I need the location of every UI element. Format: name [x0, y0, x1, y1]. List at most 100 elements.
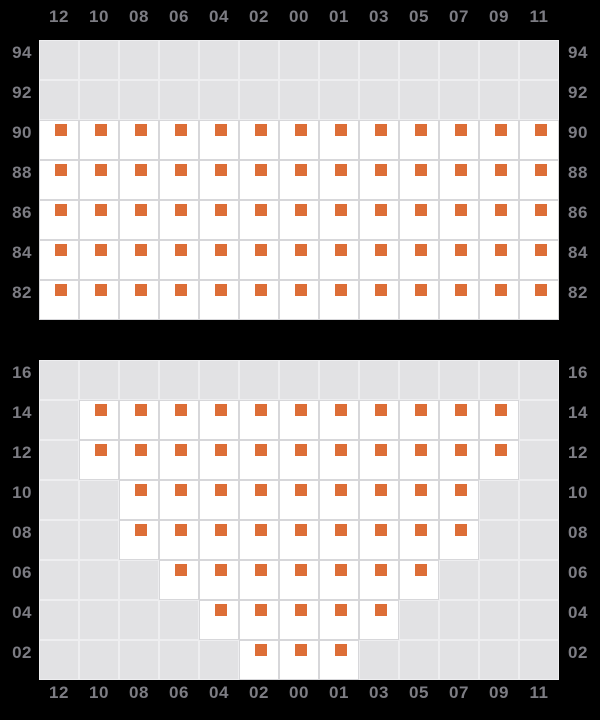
grid-cell-empty	[239, 80, 279, 120]
grid-cell-empty	[519, 560, 559, 600]
data-marker-square	[55, 164, 67, 176]
row-label: 14	[568, 403, 588, 422]
grid-cell-data	[79, 440, 119, 480]
grid-cell-empty	[119, 560, 159, 600]
data-marker-square	[535, 204, 547, 216]
grid-cell-data	[279, 160, 319, 200]
data-marker-square	[375, 284, 387, 296]
row-label: 82	[12, 283, 32, 302]
grid-cell-data	[399, 480, 439, 520]
grid-cell-data	[279, 280, 319, 320]
grid-cell-empty	[199, 640, 239, 680]
data-marker-square	[295, 564, 307, 576]
grid-cell-data	[119, 200, 159, 240]
grid-cell-empty	[39, 360, 79, 400]
col-label: 01	[329, 683, 349, 702]
data-marker-square	[535, 244, 547, 256]
grid-cell-data	[279, 480, 319, 520]
data-marker-square	[455, 524, 467, 536]
grid-cell-data	[279, 240, 319, 280]
col-label: 02	[249, 7, 269, 26]
grid-cell-data	[359, 600, 399, 640]
data-marker-square	[375, 524, 387, 536]
data-marker-square	[255, 644, 267, 656]
data-marker-square	[255, 484, 267, 496]
grid-cell-data	[119, 120, 159, 160]
col-label: 02	[249, 683, 269, 702]
grid-cell-data	[519, 120, 559, 160]
grid-cell-data	[239, 560, 279, 600]
grid-cell-empty	[159, 600, 199, 640]
grid-cell-data	[159, 200, 199, 240]
col-label: 04	[209, 683, 229, 702]
row-label: 14	[12, 403, 32, 422]
bottom-panel-right-axis-labels: 16 14 12 10 08 06 04 02	[568, 360, 600, 680]
data-marker-square	[335, 404, 347, 416]
grid-cell-data	[519, 160, 559, 200]
grid-cell-empty	[439, 640, 479, 680]
grid-cell-empty	[39, 600, 79, 640]
row-label: 06	[568, 563, 588, 582]
row-label: 86	[568, 203, 588, 222]
data-marker-square	[335, 284, 347, 296]
row-label: 02	[568, 643, 588, 662]
data-marker-square	[415, 524, 427, 536]
data-marker-square	[535, 164, 547, 176]
grid-cell-empty	[119, 640, 159, 680]
row-label: 92	[568, 83, 588, 102]
data-marker-square	[375, 444, 387, 456]
data-marker-square	[255, 164, 267, 176]
grid-cell-data	[399, 200, 439, 240]
data-marker-square	[135, 404, 147, 416]
data-marker-square	[415, 564, 427, 576]
data-marker-square	[95, 204, 107, 216]
grid-cell-data	[239, 400, 279, 440]
data-marker-square	[135, 244, 147, 256]
grid-cell-data	[359, 200, 399, 240]
data-marker-square	[495, 404, 507, 416]
grid-cell-data	[79, 200, 119, 240]
data-marker-square	[495, 284, 507, 296]
grid-cell-data	[399, 400, 439, 440]
grid-cell-data	[79, 160, 119, 200]
data-marker-square	[375, 404, 387, 416]
grid-cell-data	[359, 440, 399, 480]
grid-cell-data	[479, 440, 519, 480]
grid-cell-empty	[399, 640, 439, 680]
col-label: 12	[49, 7, 69, 26]
grid-cell-data	[359, 560, 399, 600]
data-marker-square	[335, 484, 347, 496]
data-marker-square	[375, 124, 387, 136]
data-marker-square	[175, 204, 187, 216]
grid-cell-data	[79, 240, 119, 280]
grid-cell-data	[199, 400, 239, 440]
grid-cell-data	[439, 480, 479, 520]
grid-cell-data	[239, 160, 279, 200]
data-marker-square	[175, 284, 187, 296]
grid-cell-empty	[79, 600, 119, 640]
grid-cell-empty	[519, 640, 559, 680]
data-marker-square	[335, 444, 347, 456]
grid-cell-data	[159, 480, 199, 520]
data-marker-square	[255, 604, 267, 616]
data-marker-square	[55, 124, 67, 136]
grid-cell-data	[479, 400, 519, 440]
grid-cell-data	[279, 400, 319, 440]
data-marker-square	[135, 124, 147, 136]
grid-cell-data	[359, 240, 399, 280]
data-marker-square	[335, 244, 347, 256]
data-marker-square	[455, 404, 467, 416]
data-marker-square	[135, 164, 147, 176]
grid-cell-data	[119, 440, 159, 480]
grid-cell-empty	[79, 80, 119, 120]
data-marker-square	[375, 564, 387, 576]
data-marker-square	[215, 404, 227, 416]
grid-cell-data	[279, 120, 319, 160]
data-marker-square	[295, 444, 307, 456]
grid-cell-empty	[359, 40, 399, 80]
grid-cell-empty	[119, 80, 159, 120]
data-marker-square	[215, 124, 227, 136]
col-label: 11	[529, 7, 549, 26]
data-marker-square	[215, 604, 227, 616]
data-marker-square	[535, 284, 547, 296]
